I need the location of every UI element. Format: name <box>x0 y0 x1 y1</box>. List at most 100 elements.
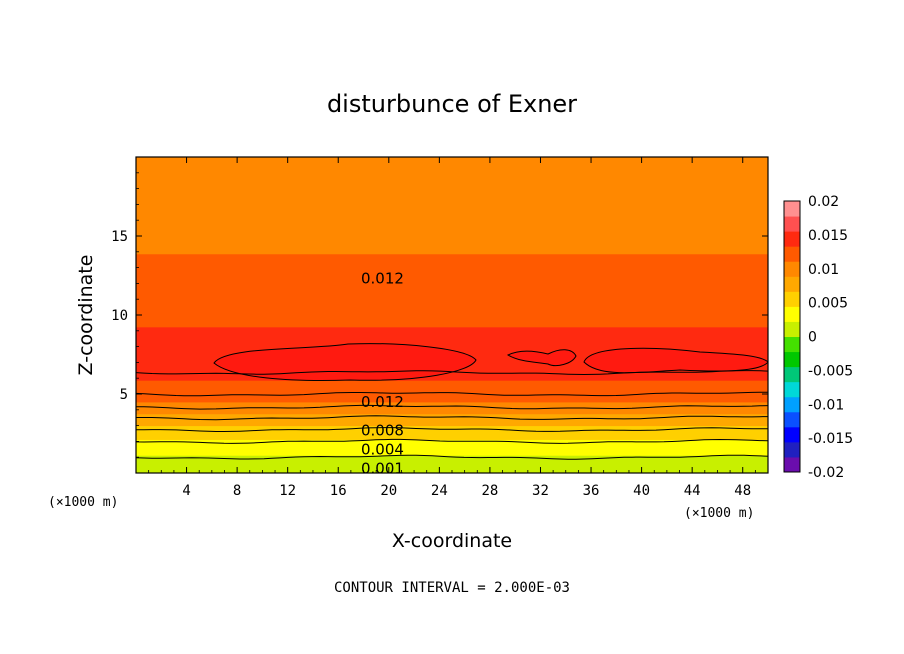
color-band <box>136 328 768 332</box>
color-band <box>136 438 768 442</box>
color-band <box>136 322 768 326</box>
colorbar-label: 0.02 <box>808 194 839 210</box>
color-band <box>136 223 768 227</box>
color-band <box>136 278 768 282</box>
color-band <box>136 411 768 415</box>
color-band <box>136 446 768 450</box>
colorbar-swatch <box>784 231 800 247</box>
color-band <box>136 168 768 172</box>
color-band <box>136 213 768 217</box>
color-band <box>136 381 768 385</box>
color-band <box>136 273 768 276</box>
color-band <box>136 271 768 275</box>
color-band <box>136 450 768 454</box>
colorbar-swatch <box>784 261 800 277</box>
x-axis-ticks: 4 8 12 16 20 24 28 32 36 40 44 48 <box>148 157 756 499</box>
color-band <box>136 336 768 340</box>
color-band <box>136 306 768 310</box>
contour-line <box>136 415 768 421</box>
color-band <box>136 300 768 304</box>
color-band <box>136 464 768 468</box>
color-band <box>136 452 768 456</box>
colorbar-label: 0.005 <box>808 296 848 312</box>
color-band <box>136 233 768 237</box>
color-band <box>136 219 768 223</box>
colorbar <box>783 200 801 473</box>
color-band <box>136 237 768 241</box>
color-band <box>136 197 768 201</box>
color-band <box>136 421 768 425</box>
colorbar-swatch <box>784 336 800 353</box>
color-band <box>136 160 768 164</box>
color-band <box>136 296 768 300</box>
color-band <box>136 419 768 423</box>
color-band <box>136 405 768 409</box>
color-band <box>136 286 768 290</box>
contour-line <box>136 404 768 410</box>
x-tick-label: 32 <box>532 483 549 499</box>
color-band <box>136 275 768 278</box>
color-band <box>136 454 768 458</box>
colorbar-swatch <box>784 201 800 217</box>
color-band <box>136 255 768 259</box>
color-band <box>136 316 768 320</box>
x-tick-label: 12 <box>279 483 296 499</box>
color-band <box>136 211 768 215</box>
color-band <box>136 229 768 233</box>
y-axis-label: Z-coordinate <box>75 255 97 376</box>
colorbar-swatch <box>784 411 800 428</box>
color-band <box>136 334 768 338</box>
color-band <box>136 440 768 444</box>
color-band <box>136 225 768 229</box>
colorbar-label: 0 <box>808 330 817 346</box>
color-band <box>136 253 768 257</box>
contour-line <box>136 427 768 432</box>
color-band <box>136 431 768 434</box>
colorbar-swatch <box>784 216 800 232</box>
color-band <box>136 249 768 253</box>
color-band <box>136 251 768 255</box>
color-band <box>136 294 768 298</box>
contour-line <box>136 391 768 397</box>
color-band <box>136 458 768 462</box>
color-band <box>136 239 768 243</box>
color-band <box>136 186 768 190</box>
colorbar-label: -0.01 <box>808 397 844 413</box>
color-band <box>136 346 768 350</box>
color-band <box>136 245 768 249</box>
color-band <box>136 201 768 205</box>
x-tick-label: 16 <box>330 483 347 499</box>
color-band <box>136 243 768 247</box>
color-band <box>136 448 768 452</box>
color-band <box>136 182 768 186</box>
color-band <box>136 403 768 407</box>
color-band <box>136 194 768 197</box>
color-band <box>136 170 768 174</box>
color-band <box>136 385 768 389</box>
color-band <box>136 375 768 379</box>
color-band <box>136 409 768 413</box>
color-band <box>136 188 768 192</box>
colorbar-swatch <box>784 381 800 398</box>
color-band <box>136 166 768 170</box>
color-band <box>136 324 768 328</box>
contour-interval-note: CONTOUR INTERVAL = 2.000E-03 <box>334 580 570 596</box>
color-band <box>136 304 768 308</box>
colorbar-swatch <box>784 321 800 337</box>
color-band <box>136 407 768 411</box>
y-tick-label: 15 <box>111 229 128 245</box>
y-axis-ticks: 5 10 15 <box>111 172 768 458</box>
color-band <box>136 389 768 393</box>
contour-line <box>136 370 768 376</box>
color-band <box>136 199 768 203</box>
color-band <box>136 348 768 352</box>
color-band <box>136 164 768 168</box>
colorbar-frame <box>783 200 801 473</box>
colorbar-swatch <box>784 441 800 458</box>
color-band <box>136 178 768 182</box>
color-band <box>136 196 768 199</box>
color-band <box>136 269 768 273</box>
color-band <box>136 162 768 166</box>
color-band <box>136 318 768 322</box>
color-band <box>136 456 768 460</box>
